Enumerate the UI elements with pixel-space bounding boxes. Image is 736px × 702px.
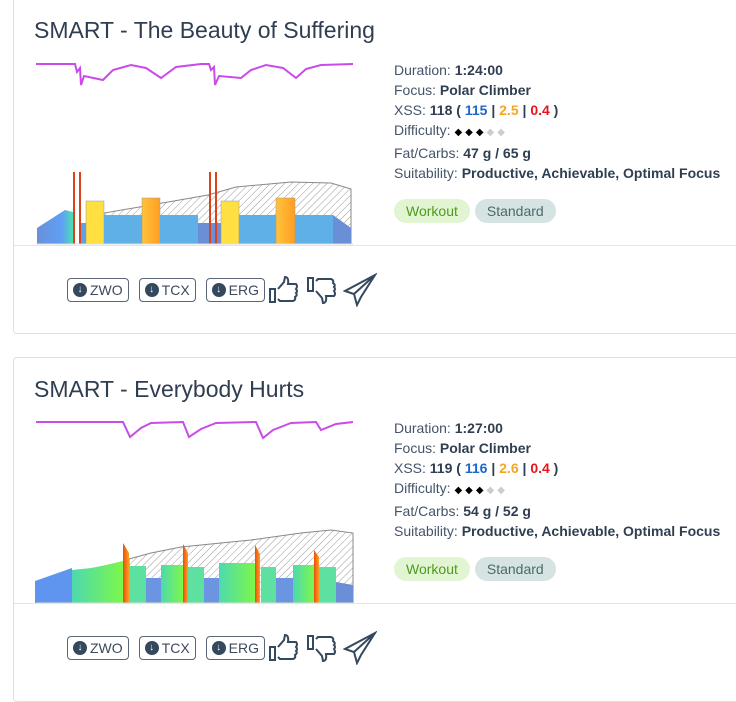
- download-circle-icon: ↓: [73, 283, 87, 297]
- balance-line: [36, 63, 354, 86]
- difficulty-row: Difficulty: ◆◆◆◆◆: [394, 122, 508, 138]
- xss-peak: 0.4: [530, 102, 550, 118]
- warmup-ramp: [37, 210, 73, 244]
- difficulty-rating: ◆◆◆◆◆: [454, 485, 508, 496]
- thumbs-up-icon[interactable]: [267, 273, 301, 307]
- interval-bar: [220, 200, 240, 245]
- cooldown-ramp: [336, 582, 353, 603]
- paper-plane-icon[interactable]: [343, 631, 377, 665]
- xss-peak: 0.4: [530, 460, 550, 476]
- interval-bar: [79, 223, 86, 244]
- difficulty-rating: ◆◆◆◆◆: [454, 127, 508, 138]
- interval-bar: [276, 578, 293, 603]
- sprint-spike: [123, 543, 129, 603]
- download-tcx-button[interactable]: ↓ TCX: [138, 636, 196, 660]
- interval-bar: [319, 567, 336, 603]
- interval-bar: [129, 566, 146, 603]
- difficulty-row: Difficulty: ◆◆◆◆◆: [394, 480, 508, 496]
- fat-carbs-row: Fat/Carbs: 47 g / 65 g: [394, 145, 531, 161]
- sprint-spike: [255, 545, 260, 603]
- suitability-row: Suitability: Productive, Achievable, Opt…: [394, 165, 721, 181]
- download-zwo-button[interactable]: ↓ ZWO: [67, 278, 129, 302]
- sprint-spike: [215, 172, 217, 244]
- interval-bar: [204, 578, 219, 603]
- suitability-row: Suitability: Productive, Achievable, Opt…: [394, 523, 721, 539]
- focus-value: Polar Climber: [439, 440, 531, 456]
- sprint-spike: [79, 172, 81, 244]
- xss-row: XSS: 118 ( 115 | 2.5 | 0.4 ): [394, 102, 559, 118]
- workout-profile-chart: [36, 63, 354, 245]
- xss-row: XSS: 119 ( 116 | 2.6 | 0.4 ): [394, 460, 559, 476]
- xss-low: 116: [464, 460, 488, 476]
- workout-info: Duration: 1:24:00 Focus: Polar Climber X…: [394, 60, 720, 183]
- workout-title[interactable]: SMART - The Beauty of Suffering: [34, 17, 375, 43]
- duration-row: Duration: 1:24:00: [394, 62, 503, 78]
- xss-value: 118: [429, 102, 453, 118]
- divider: [14, 603, 736, 604]
- duration-row: Duration: 1:27:00: [394, 420, 503, 436]
- paper-plane-icon[interactable]: [343, 273, 377, 307]
- download-circle-icon: ↓: [144, 283, 159, 297]
- workout-card: SMART - The Beauty of Suffering Duration…: [13, 0, 736, 334]
- download-circle-icon: ↓: [144, 641, 159, 655]
- download-erg-button[interactable]: ↓ ERG: [205, 636, 265, 660]
- tags: Workout Standard: [394, 199, 556, 223]
- tag-standard[interactable]: Standard: [474, 557, 556, 581]
- download-circle-icon: ↓: [211, 283, 226, 297]
- xss-high: 2.6: [499, 460, 519, 476]
- thumbs-up-icon[interactable]: [267, 631, 301, 665]
- duration-value: 1:27:00: [454, 420, 503, 436]
- xss-high: 2.5: [499, 102, 519, 118]
- sprint-spike: [314, 550, 319, 603]
- interval-bar: [104, 215, 142, 244]
- warmup-ramp: [35, 568, 72, 603]
- actions: ↓ ZWO ↓ TCX ↓ ERG: [67, 631, 377, 665]
- thumbs-down-icon[interactable]: [305, 631, 339, 665]
- interval-bar: [161, 565, 183, 603]
- download-zwo-button[interactable]: ↓ ZWO: [67, 636, 129, 660]
- interval-bar: [239, 215, 276, 244]
- workout-info: Duration: 1:27:00 Focus: Polar Climber X…: [394, 418, 720, 541]
- sprint-spike: [73, 172, 75, 244]
- thumbs-down-icon[interactable]: [305, 273, 339, 307]
- workout-card: SMART - Everybody Hurts Duration: 1:27:0…: [13, 357, 736, 702]
- duration-value: 1:24:00: [454, 62, 503, 78]
- workout-title[interactable]: SMART - Everybody Hurts: [34, 376, 305, 402]
- interval-bar: [160, 215, 198, 244]
- cooldown-ramp: [333, 215, 351, 244]
- interval-bar: [295, 215, 333, 244]
- interval-bar: [187, 567, 204, 603]
- focus-row: Focus: Polar Climber: [394, 440, 531, 456]
- download-circle-icon: ↓: [73, 641, 87, 655]
- workout-profile-chart: [35, 420, 354, 604]
- balance-line: [36, 420, 354, 440]
- download-tcx-button[interactable]: ↓ TCX: [138, 278, 196, 302]
- tag-workout[interactable]: Workout: [394, 199, 470, 223]
- focus-value: Polar Climber: [439, 82, 531, 98]
- interval-bar: [293, 565, 314, 603]
- tag-workout[interactable]: Workout: [394, 557, 470, 581]
- divider: [14, 245, 736, 246]
- interval-bar: [219, 563, 255, 603]
- xss-low: 115: [464, 102, 488, 118]
- actions: ↓ ZWO ↓ TCX ↓ ERG: [67, 273, 377, 307]
- interval-bar: [141, 197, 161, 245]
- interval-bar: [72, 561, 123, 603]
- interval-bar: [261, 567, 276, 603]
- interval-bar: [146, 578, 161, 603]
- sprint-spike: [209, 172, 211, 244]
- sprint-spike: [183, 544, 188, 603]
- xss-value: 119: [429, 460, 453, 476]
- download-erg-button[interactable]: ↓ ERG: [205, 278, 265, 302]
- fat-carbs-row: Fat/Carbs: 54 g / 52 g: [394, 503, 531, 519]
- interval-bar: [275, 197, 296, 245]
- download-circle-icon: ↓: [211, 641, 226, 655]
- interval-bar: [85, 200, 105, 245]
- tags: Workout Standard: [394, 557, 556, 581]
- tag-standard[interactable]: Standard: [474, 199, 556, 223]
- focus-row: Focus: Polar Climber: [394, 82, 531, 98]
